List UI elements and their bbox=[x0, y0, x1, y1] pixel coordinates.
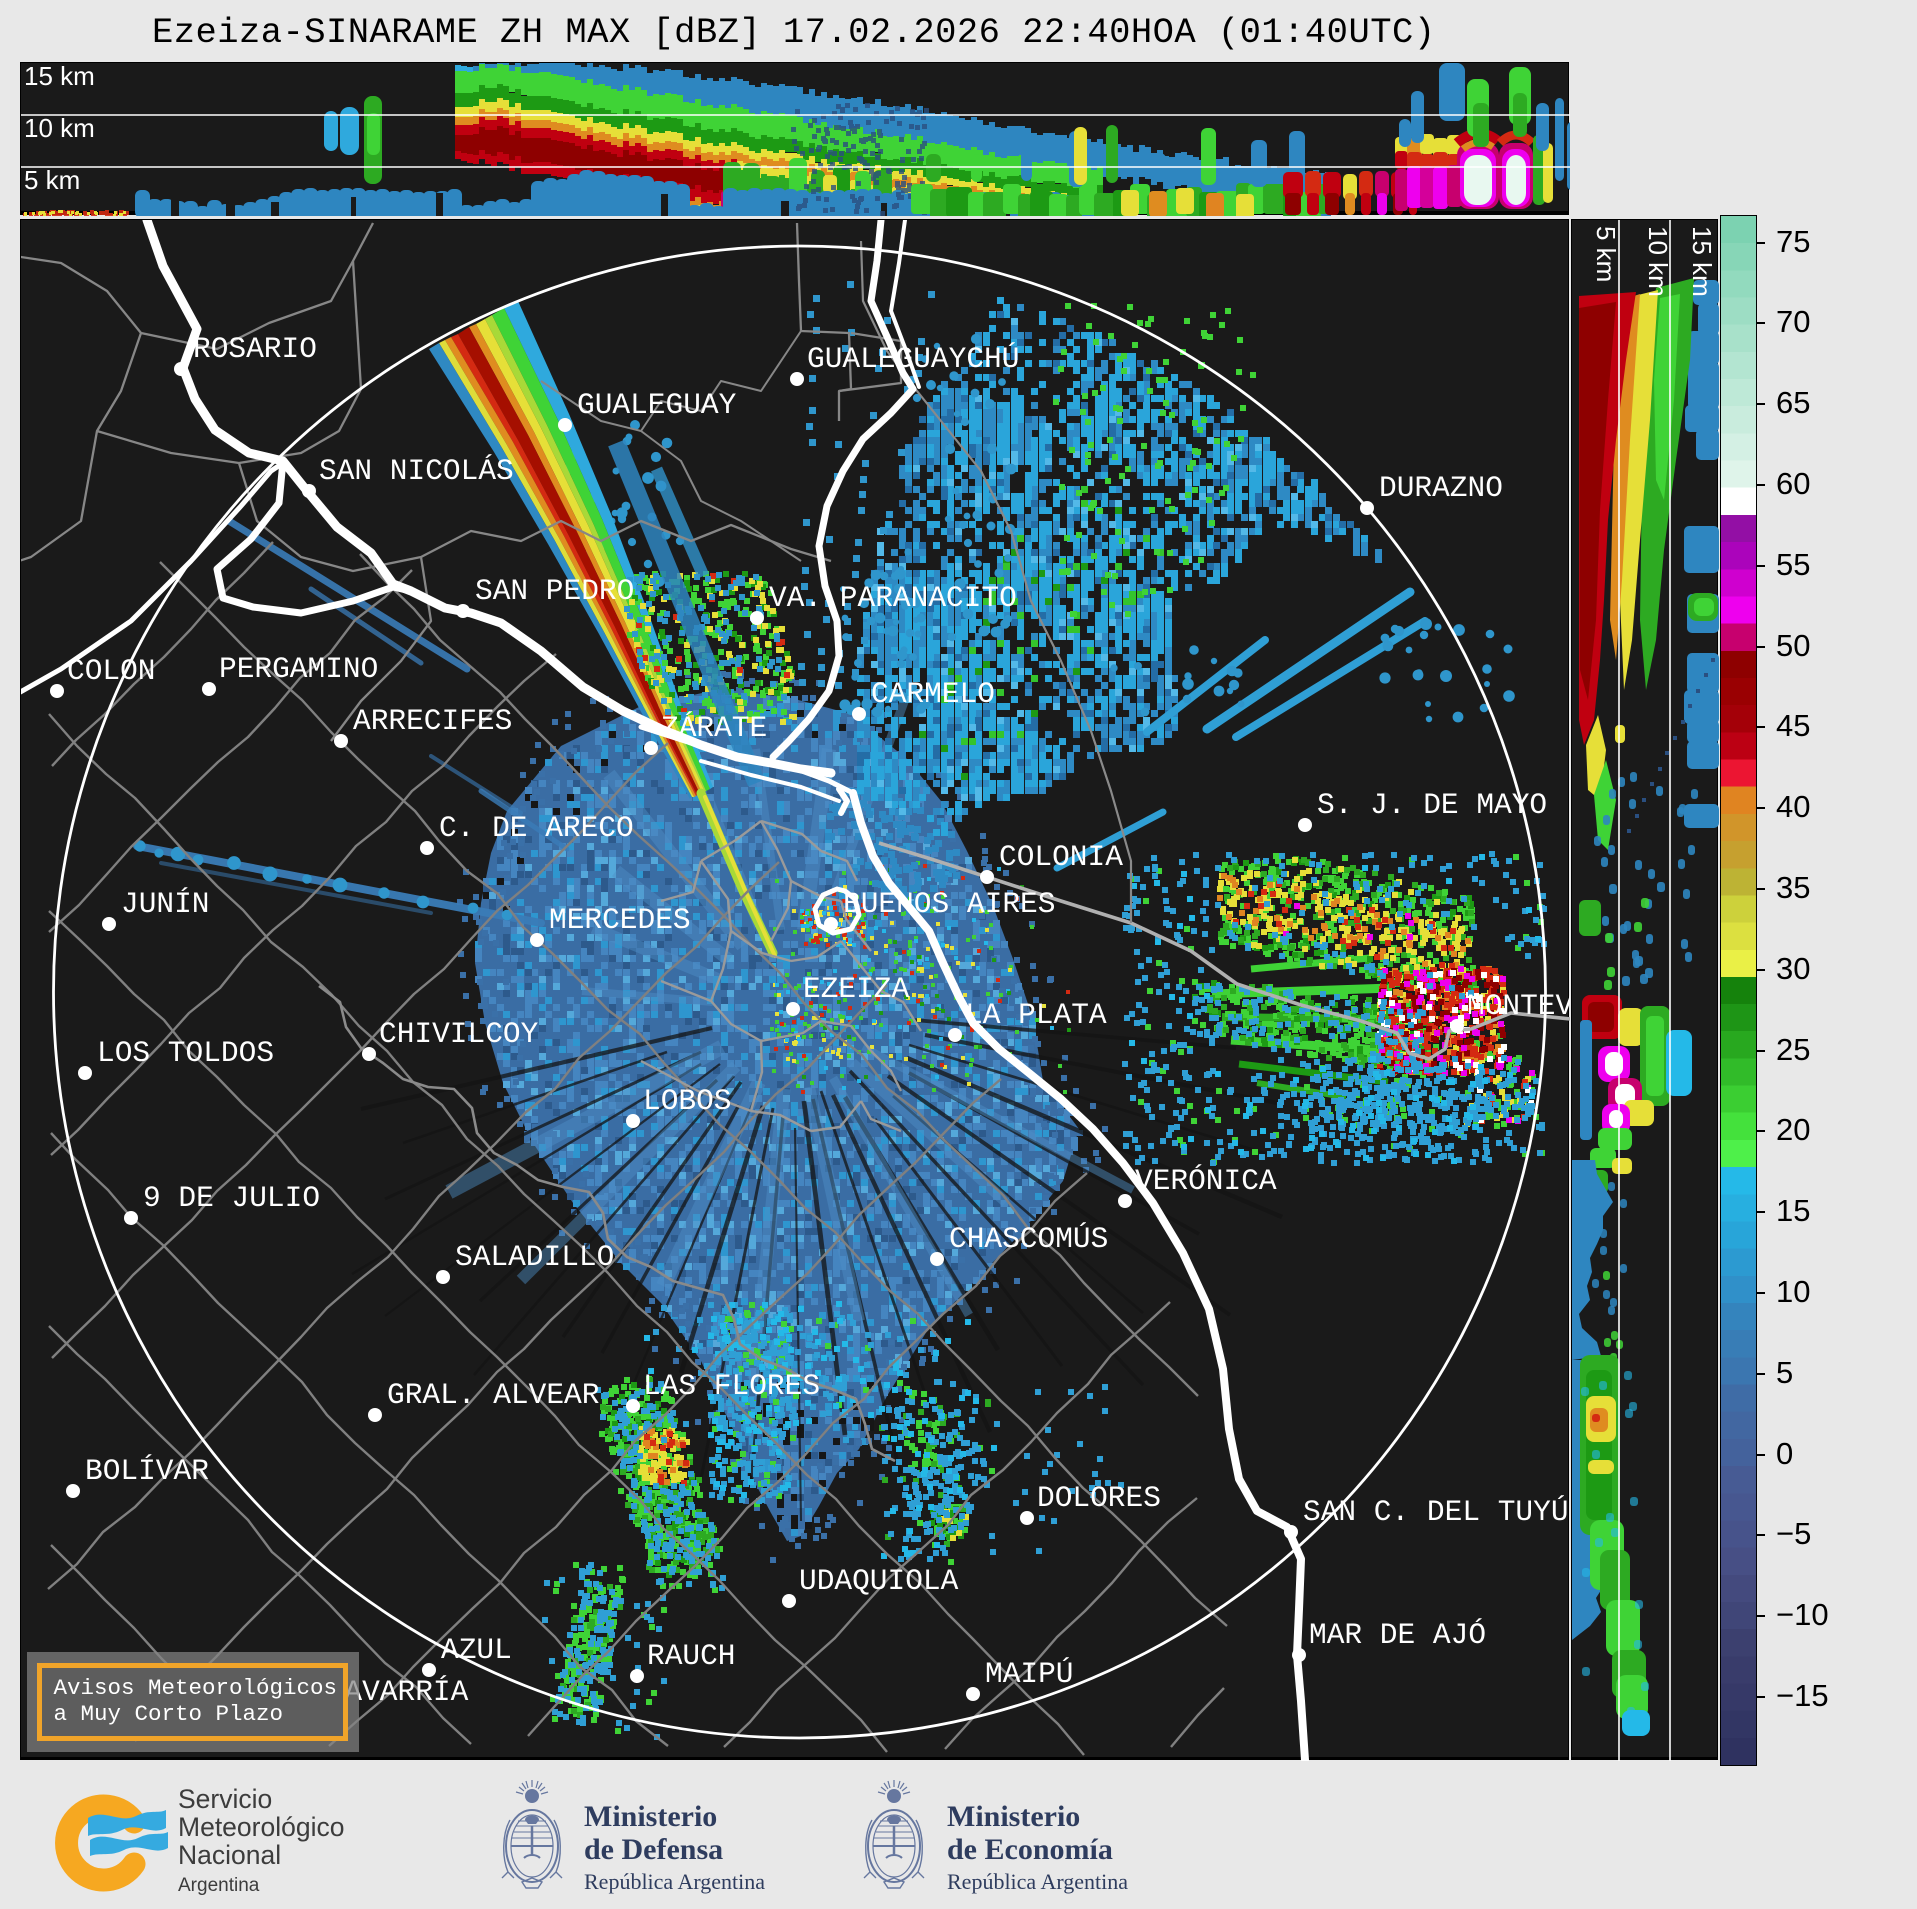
svg-text:LOBOS: LOBOS bbox=[643, 1084, 732, 1118]
svg-text:LOS TOLDOS: LOS TOLDOS bbox=[97, 1036, 274, 1070]
svg-text:MAIPÚ: MAIPÚ bbox=[985, 1657, 1074, 1691]
svg-text:COLONIA: COLONIA bbox=[999, 840, 1123, 874]
svg-text:COLON: COLON bbox=[67, 654, 156, 688]
svg-text:10 km: 10 km bbox=[1643, 226, 1673, 297]
svg-text:DURAZNO: DURAZNO bbox=[1379, 471, 1503, 505]
svg-text:10 km: 10 km bbox=[24, 113, 95, 143]
svg-text:DOLORES: DOLORES bbox=[1037, 1481, 1161, 1515]
svg-text:SALADILLO: SALADILLO bbox=[455, 1240, 614, 1274]
svg-text:9 DE JULIO: 9 DE JULIO bbox=[143, 1181, 320, 1215]
svg-text:LAS FLORES: LAS FLORES bbox=[643, 1369, 820, 1403]
svg-text:ARRECIFES: ARRECIFES bbox=[353, 704, 512, 738]
svg-text:S. J. DE MAYO: S. J. DE MAYO bbox=[1317, 788, 1547, 822]
svg-text:C. DE ARECO: C. DE ARECO bbox=[439, 811, 634, 845]
svg-text:CHASCOMÚS: CHASCOMÚS bbox=[949, 1222, 1108, 1256]
svg-text:SAN PEDRO: SAN PEDRO bbox=[475, 574, 634, 608]
svg-text:MAR DE AJÓ: MAR DE AJÓ bbox=[1309, 1618, 1486, 1652]
svg-text:BOLÍVAR: BOLÍVAR bbox=[85, 1454, 209, 1488]
svg-text:VERÓNICA: VERÓNICA bbox=[1135, 1164, 1277, 1198]
svg-text:5 km: 5 km bbox=[1591, 226, 1621, 282]
svg-text:5 km: 5 km bbox=[24, 165, 80, 195]
svg-text:MONTEVIDEO: MONTEVIDEO bbox=[1467, 989, 1570, 1023]
svg-text:EZEIZA: EZEIZA bbox=[803, 972, 910, 1006]
svg-text:BUENOS AIRES: BUENOS AIRES bbox=[843, 887, 1055, 921]
svg-text:CHIVILCOY: CHIVILCOY bbox=[379, 1017, 539, 1051]
svg-text:VA. PARANACITO: VA. PARANACITO bbox=[769, 581, 1017, 615]
svg-text:GUALEGUAYCHÚ: GUALEGUAYCHÚ bbox=[807, 342, 1019, 376]
svg-text:PERGAMINO: PERGAMINO bbox=[219, 652, 378, 686]
svg-text:15 km: 15 km bbox=[1687, 226, 1717, 297]
svg-text:AZUL: AZUL bbox=[441, 1633, 512, 1667]
svg-text:UDAQUIOLA: UDAQUIOLA bbox=[799, 1564, 959, 1598]
svg-text:GUALEGUAY: GUALEGUAY bbox=[577, 388, 737, 422]
svg-text:15 km: 15 km bbox=[24, 63, 95, 91]
svg-text:GRAL. ALVEAR: GRAL. ALVEAR bbox=[387, 1378, 599, 1412]
svg-text:ROSARIO: ROSARIO bbox=[193, 332, 317, 366]
svg-text:JUNÍN: JUNÍN bbox=[121, 887, 210, 921]
svg-text:ZÁRATE: ZÁRATE bbox=[661, 711, 767, 745]
svg-text:RAUCH: RAUCH bbox=[647, 1639, 736, 1673]
svg-text:MERCEDES: MERCEDES bbox=[549, 903, 691, 937]
svg-text:CARMELO: CARMELO bbox=[871, 677, 995, 711]
svg-text:SAN C. DEL TUYÚ: SAN C. DEL TUYÚ bbox=[1303, 1495, 1569, 1529]
svg-text:LA PLATA: LA PLATA bbox=[965, 998, 1107, 1032]
svg-text:SAN NICOLÁS: SAN NICOLÁS bbox=[319, 454, 514, 488]
